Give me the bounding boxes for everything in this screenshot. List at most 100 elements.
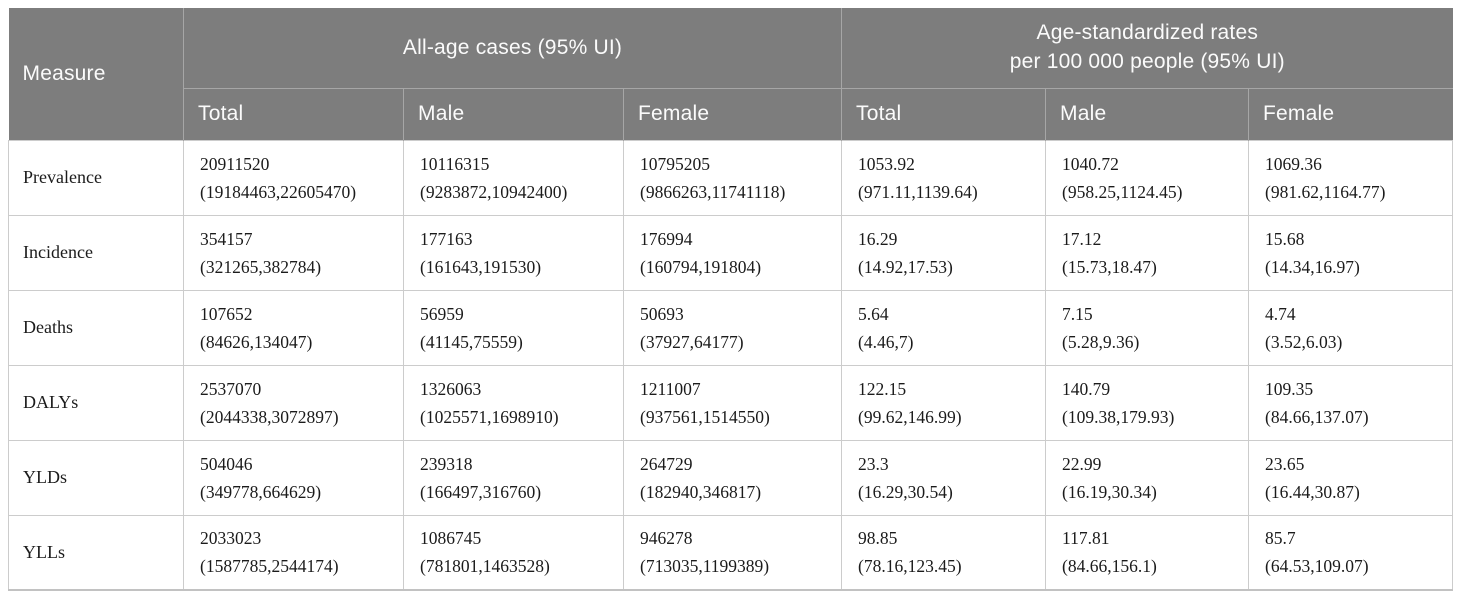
cell-ui: (84.66,137.07) [1265,406,1369,427]
data-cell: 85.7 (64.53,109.07) [1248,514,1454,591]
measure-label: Incidence [8,214,184,291]
cell-value: 1326063 [420,378,482,399]
data-cell: 117.81 (84.66,156.1) [1045,514,1250,591]
table-row-dalys: DALYs 2537070 (2044338,3072897) 1326063 … [8,364,1454,441]
cell-value: 140.79 [1062,378,1111,399]
cell-value: 2537070 [200,378,262,399]
measure-label: YLDs [8,439,184,516]
data-cell: 23.65 (16.44,30.87) [1248,439,1454,516]
measure-label: DALYs [8,364,184,441]
data-cell: 7.15 (5.28,9.36) [1045,289,1250,366]
cell-value: 23.65 [1265,453,1305,474]
cell-ui: (19184463,22605470) [200,181,357,202]
cell-value: 4.74 [1265,303,1296,324]
cell-ui: (182940,346817) [640,481,762,502]
data-cell: 10116315 (9283872,10942400) [403,139,624,216]
cell-ui: (109.38,179.93) [1062,406,1175,427]
cell-ui: (937561,1514550) [640,406,770,427]
data-cell: 56959 (41145,75559) [403,289,624,366]
cell-value: 239318 [420,453,473,474]
data-cell: 98.85 (78.16,123.45) [841,514,1047,591]
cell-ui: (321265,382784) [200,256,322,277]
header-measure: Measure [8,8,184,140]
subheader-rates-female: Female [1248,87,1453,140]
cell-value: 2033023 [200,528,262,549]
cell-value: 56959 [420,303,464,324]
cell-value: 17.12 [1062,228,1102,249]
data-cell: 15.68 (14.34,16.97) [1248,214,1454,291]
cell-value: 1053.92 [858,153,915,174]
cell-value: 1086745 [420,528,482,549]
group-header-row: Measure All-age cases (95% UI) Age-stand… [8,8,1453,140]
cell-value: 1069.36 [1265,153,1322,174]
cell-value: 1040.72 [1062,153,1119,174]
cell-ui: (15.73,18.47) [1062,256,1157,277]
cell-ui: (84.66,156.1) [1062,556,1157,577]
cell-value: 504046 [200,453,253,474]
cell-ui: (9866263,11741118) [640,181,786,202]
subheader-rates-male: Male [1045,87,1249,140]
cell-value: 50693 [640,303,684,324]
group-label-line: Age-standardized rates [1036,21,1259,45]
cell-value: 10795205 [640,153,710,174]
table-row-deaths: Deaths 107652 (84626,134047) 56959 (4114… [8,289,1454,366]
data-cell: 17.12 (15.73,18.47) [1045,214,1250,291]
measure-label: Prevalence [8,139,184,216]
table-row-ylds: YLDs 504046 (349778,664629) 239318 (1664… [8,439,1454,516]
cell-ui: (64.53,109.07) [1265,556,1369,577]
cell-ui: (3.52,6.03) [1265,331,1343,352]
data-cell: 10795205 (9866263,11741118) [622,139,843,216]
cell-value: 946278 [640,528,693,549]
measure-label: Deaths [8,289,184,366]
data-cell: 140.79 (109.38,179.93) [1045,364,1250,441]
measures-table: Measure All-age cases (95% UI) Age-stand… [8,8,1454,591]
data-cell: 20911520 (19184463,22605470) [183,139,404,216]
data-cell: 354157 (321265,382784) [183,214,404,291]
data-cell: 122.15 (99.62,146.99) [841,364,1047,441]
cell-value: 15.68 [1265,228,1305,249]
measure-label: YLLs [8,514,184,591]
data-cell: 2033023 (1587785,2544174) [183,514,404,591]
cell-ui: (4.46,7) [858,331,914,352]
cell-value: 1211007 [640,378,701,399]
cell-ui: (14.34,16.97) [1265,256,1360,277]
cell-ui: (9283872,10942400) [420,181,568,202]
data-cell: 107652 (84626,134047) [183,289,404,366]
cell-value: 264729 [640,453,693,474]
table-header: Measure All-age cases (95% UI) Age-stand… [8,8,1453,140]
data-cell: 109.35 (84.66,137.07) [1248,364,1454,441]
data-cell: 946278 (713035,1199389) [622,514,843,591]
data-cell: 22.99 (16.19,30.34) [1045,439,1250,516]
cell-value: 354157 [200,228,253,249]
data-cell: 2537070 (2044338,3072897) [183,364,404,441]
cell-value: 176994 [640,228,693,249]
table-row-incidence: Incidence 354157 (321265,382784) 177163 … [8,214,1454,291]
cell-ui: (981.62,1164.77) [1265,181,1386,202]
cell-ui: (166497,316760) [420,481,542,502]
table-row-ylls: YLLs 2033023 (1587785,2544174) 1086745 (… [8,514,1454,591]
cell-ui: (99.62,146.99) [858,406,962,427]
data-cell: 1053.92 (971.11,1139.64) [841,139,1047,216]
cell-ui: (78.16,123.45) [858,556,962,577]
cell-value: 7.15 [1062,303,1093,324]
subheader-cases-male: Male [403,87,624,140]
cell-ui: (160794,191804) [640,256,762,277]
cell-ui: (16.29,30.54) [858,481,953,502]
cell-value: 117.81 [1062,528,1110,549]
cell-ui: (16.19,30.34) [1062,481,1157,502]
cell-ui: (349778,664629) [200,481,322,502]
cell-value: 109.35 [1265,378,1314,399]
data-cell: 5.64 (4.46,7) [841,289,1047,366]
cell-value: 98.85 [858,528,898,549]
data-cell: 264729 (182940,346817) [622,439,843,516]
table-row-prevalence: Prevalence 20911520 (19184463,22605470) … [8,139,1454,216]
data-cell: 4.74 (3.52,6.03) [1248,289,1454,366]
cell-value: 10116315 [420,153,490,174]
table-body: Prevalence 20911520 (19184463,22605470) … [8,139,1454,591]
data-cell: 1086745 (781801,1463528) [403,514,624,591]
cell-value: 23.3 [858,453,889,474]
cell-ui: (84626,134047) [200,331,313,352]
cell-value: 22.99 [1062,453,1102,474]
cell-ui: (1587785,2544174) [200,556,339,577]
